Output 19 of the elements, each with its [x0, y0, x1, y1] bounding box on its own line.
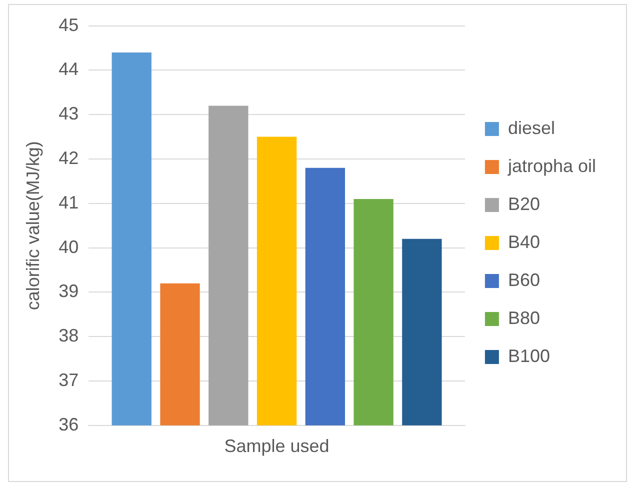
x-tick-label: Sample used — [224, 436, 330, 456]
y-axis-title: calorific value(MJ/kg) — [22, 141, 43, 310]
legend-label: B20 — [508, 194, 540, 214]
y-tick-label: 38 — [58, 326, 79, 346]
legend-label: diesel — [508, 118, 555, 138]
y-tick-label: 40 — [58, 236, 79, 257]
y-tick-label: 43 — [58, 104, 79, 124]
legend-label: jatropha oil — [506, 156, 596, 176]
y-tick-label: 37 — [58, 370, 79, 390]
y-tick-label: 41 — [58, 192, 79, 212]
y-tick-label: 39 — [58, 281, 79, 302]
legend-label: B60 — [508, 270, 540, 290]
y-tick-label: 36 — [58, 414, 79, 434]
y-tick-label: 45 — [58, 14, 79, 35]
y-tick-label: 42 — [58, 148, 79, 168]
legend-label: B80 — [508, 308, 540, 328]
y-tick-label: 44 — [58, 59, 79, 80]
legend-label: B40 — [508, 232, 540, 252]
legend-label: B100 — [508, 346, 550, 366]
